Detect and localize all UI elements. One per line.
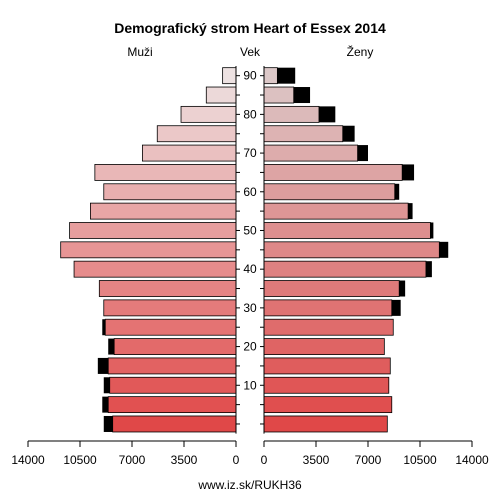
male-bar-55 bbox=[90, 202, 237, 220]
male-excess-bar-15 bbox=[97, 357, 109, 374]
age-tick-label-70: 70 bbox=[243, 146, 257, 160]
male-bar-20 bbox=[113, 338, 237, 355]
female-bar-55 bbox=[263, 202, 409, 220]
female-excess-bar-40 bbox=[425, 261, 432, 278]
male-bar-35 bbox=[98, 280, 237, 297]
female-x-tick-label-10500: 10500 bbox=[403, 453, 437, 467]
female-x-tick-label-3500: 3500 bbox=[303, 453, 330, 467]
female-excess-bar-60 bbox=[394, 183, 400, 200]
female-x-tick-label-7000: 7000 bbox=[355, 453, 382, 467]
age-label: Vek bbox=[240, 45, 261, 59]
female-label: Ženy bbox=[347, 44, 374, 59]
female-excess-bar-65 bbox=[402, 164, 415, 181]
female-excess-bar-45 bbox=[439, 241, 449, 258]
female-bar-10 bbox=[263, 376, 390, 394]
male-bar-60 bbox=[103, 183, 237, 201]
male-bar-15 bbox=[107, 357, 237, 375]
female-bar-70 bbox=[263, 144, 358, 162]
female-excess-bar-85 bbox=[293, 87, 311, 104]
age-tick-label-90: 90 bbox=[243, 69, 257, 83]
male-bar-90 bbox=[222, 67, 237, 85]
male-bar-65 bbox=[94, 164, 237, 181]
male-x-tick-label-7000: 7000 bbox=[119, 453, 146, 467]
male-bar-25 bbox=[104, 318, 237, 336]
female-bar-30 bbox=[263, 299, 393, 317]
male-excess-bar-20 bbox=[108, 338, 115, 355]
male-bar-75 bbox=[156, 125, 237, 143]
female-bar-90 bbox=[263, 67, 278, 85]
male-x-tick-label-0: 0 bbox=[233, 453, 240, 467]
male-bar-40 bbox=[73, 260, 237, 278]
female-bar-25 bbox=[263, 318, 394, 336]
female-bar-15 bbox=[263, 357, 391, 375]
female-excess-bar-35 bbox=[399, 280, 406, 297]
male-x-tick-label-10500: 10500 bbox=[63, 453, 97, 467]
male-excess-bar-25 bbox=[102, 319, 106, 336]
bars-layer bbox=[60, 67, 449, 433]
age-tick-label-30: 30 bbox=[243, 301, 257, 315]
axes-layer: 10 20 30 40 50 60 70 80 90 14000 10500 7000 3500 0 0 35… bbox=[11, 66, 489, 467]
female-bar-60 bbox=[263, 183, 396, 201]
female-excess-bar-90 bbox=[277, 67, 296, 84]
male-bar-85 bbox=[205, 86, 237, 104]
age-tick-label-10: 10 bbox=[243, 378, 257, 392]
female-x-tick-label-14000: 14000 bbox=[455, 453, 489, 467]
male-bar-10 bbox=[109, 376, 237, 394]
male-bar-5 bbox=[107, 396, 237, 414]
age-tick-label-60: 60 bbox=[243, 185, 257, 199]
female-bar-75 bbox=[263, 125, 344, 143]
male-excess-bar-0 bbox=[103, 415, 113, 432]
footer-source: www.iz.sk/RUKH36 bbox=[197, 478, 302, 492]
male-bar-45 bbox=[60, 241, 237, 259]
male-x-tick-label-3500: 3500 bbox=[171, 453, 198, 467]
female-bar-35 bbox=[263, 280, 400, 297]
age-tick-label-20: 20 bbox=[243, 340, 257, 354]
male-bar-70 bbox=[141, 144, 237, 162]
female-bar-50 bbox=[263, 222, 431, 239]
male-excess-bar-5 bbox=[102, 396, 109, 413]
male-bar-50 bbox=[69, 222, 237, 239]
female-excess-bar-75 bbox=[342, 125, 355, 142]
female-bar-80 bbox=[263, 105, 320, 123]
age-tick-label-50: 50 bbox=[243, 223, 257, 237]
female-bar-65 bbox=[263, 164, 403, 181]
female-excess-bar-30 bbox=[391, 299, 401, 316]
female-bar-45 bbox=[263, 241, 440, 259]
female-bar-85 bbox=[263, 86, 295, 104]
male-label: Muži bbox=[127, 45, 152, 59]
female-excess-bar-55 bbox=[408, 203, 413, 220]
male-bar-80 bbox=[180, 105, 237, 123]
male-bar-0 bbox=[112, 415, 237, 433]
female-bar-0 bbox=[263, 415, 388, 433]
male-x-tick-label-14000: 14000 bbox=[11, 453, 45, 467]
female-excess-bar-80 bbox=[318, 106, 336, 123]
male-bar-30 bbox=[103, 299, 237, 317]
age-tick-label-80: 80 bbox=[243, 107, 257, 121]
female-bar-5 bbox=[263, 396, 393, 414]
female-x-tick-label-0: 0 bbox=[261, 453, 268, 467]
female-excess-bar-70 bbox=[357, 145, 368, 162]
female-bar-40 bbox=[263, 260, 427, 278]
age-tick-label-40: 40 bbox=[243, 262, 257, 276]
male-excess-bar-10 bbox=[103, 377, 110, 394]
chart-title: Demografický strom Heart of Essex 2014 bbox=[114, 20, 386, 36]
female-bar-20 bbox=[263, 338, 385, 355]
female-excess-bar-50 bbox=[430, 222, 434, 239]
